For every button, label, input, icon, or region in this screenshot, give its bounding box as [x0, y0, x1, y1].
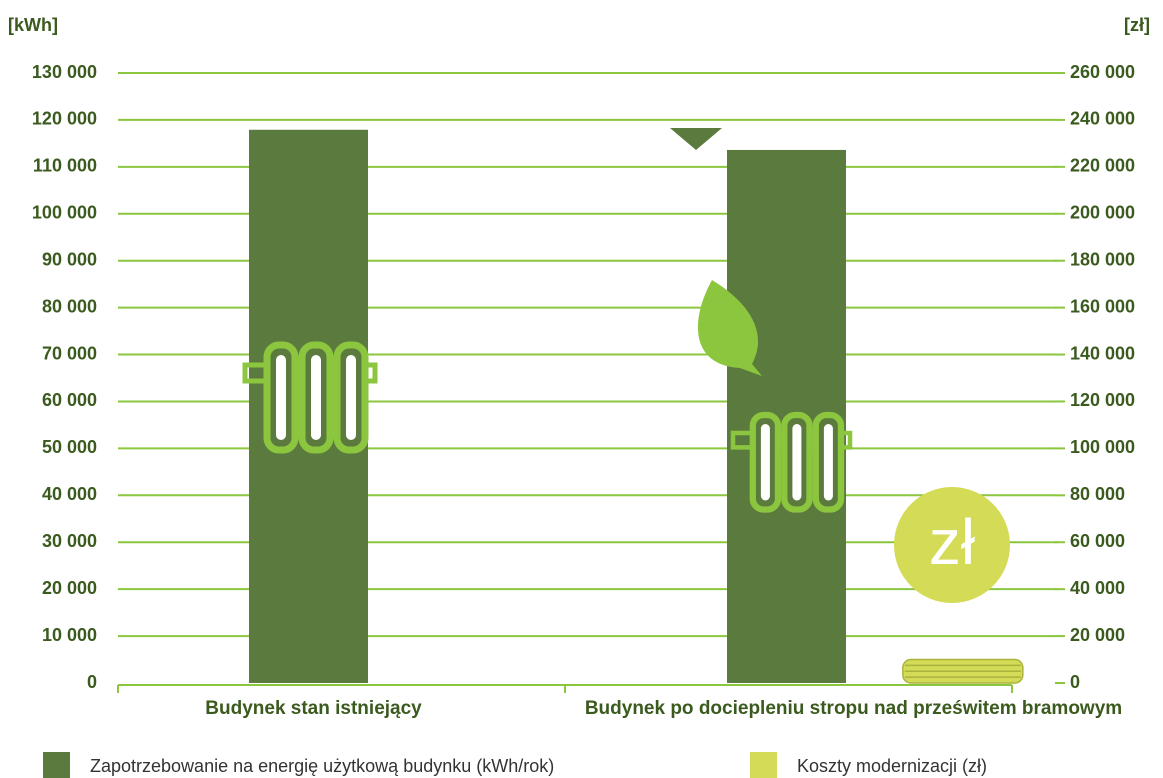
y-tick-label: 60 000 — [42, 390, 97, 410]
y-tick-label: 10 000 — [42, 625, 97, 645]
y-tick-label: 70 000 — [42, 343, 97, 363]
legend-label: Koszty modernizacji (zł) — [797, 756, 988, 776]
y2-tick-label: 160 000 — [1070, 296, 1135, 316]
y-tick-label: 40 000 — [42, 484, 97, 504]
y2-tick-label: 120 000 — [1070, 390, 1135, 410]
x-tick-label: Budynek po dociepleniu stropu nad prześw… — [584, 698, 1123, 719]
y2-tick-label: 220 000 — [1070, 156, 1135, 176]
radiator-core — [792, 424, 802, 501]
y-tick-label: 80 000 — [42, 296, 97, 316]
y2-tick-label: 60 000 — [1070, 531, 1125, 551]
y-tick-label: 110 000 — [33, 156, 97, 176]
y-tick-label: 0 — [87, 672, 97, 692]
y2-tick-label: 180 000 — [1070, 249, 1135, 269]
arrow-icon — [670, 128, 722, 150]
radiator-core — [276, 355, 286, 440]
legend-label: Zapotrzebowanie na energię użytkową budy… — [90, 756, 555, 776]
legend-swatch — [750, 752, 777, 778]
radiator-core — [760, 424, 770, 501]
radiator-icon — [730, 411, 853, 513]
radiator-core — [346, 355, 356, 440]
coin-icon-text: zł — [929, 506, 975, 578]
y2-tick-label: 100 000 — [1070, 437, 1135, 457]
y-tick-label: 100 000 — [32, 203, 97, 223]
y-tick-label: 50 000 — [42, 437, 97, 457]
radiator-core — [311, 355, 321, 440]
y2-tick-label: 240 000 — [1070, 109, 1135, 129]
y2-tick-label: 260 000 — [1070, 62, 1135, 82]
y2-tick-label: 80 000 — [1070, 484, 1125, 504]
y2-tick-label: 0 — [1070, 672, 1080, 692]
y2-axis-label: [zł] — [1124, 15, 1150, 35]
y2-tick-label: 200 000 — [1070, 203, 1135, 223]
y2-tick-label: 40 000 — [1070, 578, 1125, 598]
y-tick-label: 30 000 — [42, 531, 97, 551]
y2-tick-label: 20 000 — [1070, 625, 1125, 645]
legend-swatch — [43, 752, 70, 778]
y-tick-label: 90 000 — [42, 249, 97, 269]
y2-tick-label: 140 000 — [1070, 343, 1135, 363]
coin-icon — [894, 487, 1010, 603]
y-tick-label: 130 000 — [32, 62, 97, 82]
x-tick-label: Budynek stan istniejący — [205, 698, 422, 719]
y-tick-label: 20 000 — [42, 578, 97, 598]
y-tick-label: 120 000 — [32, 109, 97, 129]
leaf-icon — [697, 280, 762, 376]
y-axis-label: [kWh] — [8, 15, 58, 35]
radiator-icon — [242, 341, 378, 454]
radiator-core — [823, 424, 833, 501]
